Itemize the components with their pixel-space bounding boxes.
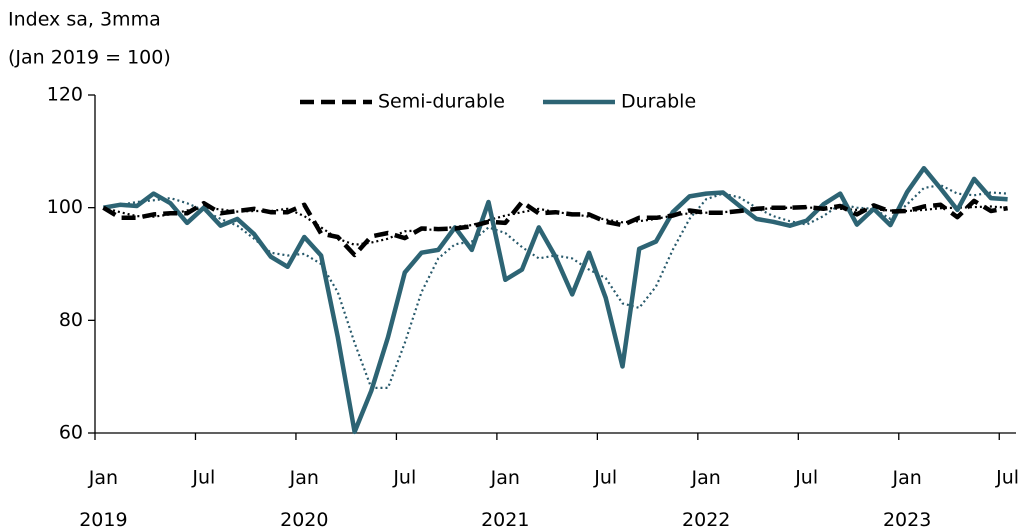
y-tick-label: 120 xyxy=(47,84,83,106)
x-tick-label: Jul xyxy=(995,467,1019,489)
x-tick-label: Jul xyxy=(794,467,818,489)
legend-label: Durable xyxy=(621,91,696,113)
x-tick-label: Jan 2022 xyxy=(682,467,730,531)
y-axis-title: Index sa, 3mma xyxy=(8,9,161,31)
y-tick-label: 100 xyxy=(47,196,83,218)
line-series xyxy=(103,205,1008,246)
x-tick-label: Jan 2019 xyxy=(79,467,127,531)
legend-label: Semi-durable xyxy=(378,91,505,113)
line-series xyxy=(103,165,1008,435)
line-series xyxy=(103,184,1008,389)
y-tick-label: 60 xyxy=(59,422,83,444)
x-tick-label: Jul xyxy=(392,467,416,489)
x-tick-label: Jan 2020 xyxy=(280,467,328,531)
line-series xyxy=(102,198,1008,258)
y-axis-title: (Jan 2019 = 100) xyxy=(8,47,171,69)
x-tick-label: Jan 2023 xyxy=(883,467,931,531)
x-tick-label: Jul xyxy=(593,467,617,489)
y-tick-label: 80 xyxy=(59,309,83,331)
x-tick-label: Jul xyxy=(191,467,215,489)
x-tick-label: Jan 2021 xyxy=(481,467,529,531)
